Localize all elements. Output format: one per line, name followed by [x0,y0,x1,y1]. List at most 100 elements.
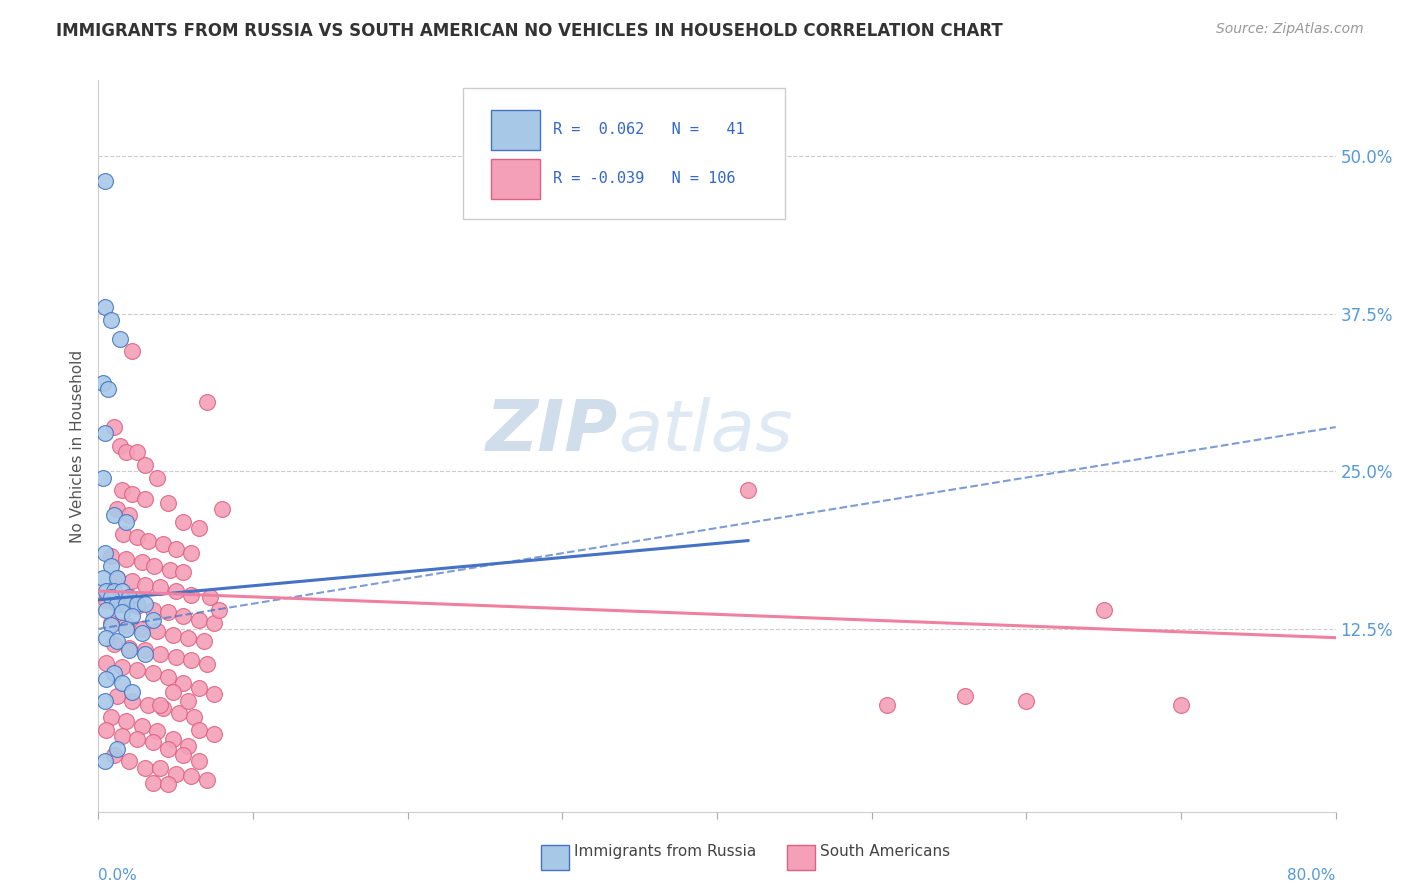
Point [105,502,128,516]
Point [141,775,165,789]
Point [180,546,202,560]
Text: 0.0%: 0.0% [98,869,138,883]
Point [131,555,153,569]
Point [180,653,202,667]
Point [108,332,131,346]
Point [134,761,156,775]
Point [103,584,125,599]
Point [737,483,759,497]
Point [193,634,215,648]
Point [134,578,156,592]
FancyBboxPatch shape [491,159,540,199]
Point [96,603,118,617]
FancyBboxPatch shape [464,87,785,219]
Point [159,563,181,577]
Point [103,747,125,762]
Point [93,426,115,441]
Point [134,643,156,657]
Point [141,603,165,617]
Point [188,754,211,768]
Point [111,606,132,620]
Point [188,681,211,695]
Point [131,719,153,733]
Text: South Americans: South Americans [820,845,950,859]
Text: 80.0%: 80.0% [1288,869,1336,883]
Point [204,688,226,702]
Point [115,622,138,636]
Point [204,615,226,630]
Point [1170,698,1192,712]
Point [93,546,115,560]
Point [115,618,138,632]
Point [121,694,143,708]
Point [111,597,132,611]
Point [103,508,125,523]
Point [121,685,143,699]
Point [118,754,141,768]
Point [91,571,114,585]
Text: atlas: atlas [619,397,793,466]
Point [165,584,187,599]
Point [134,491,156,506]
Text: R =  0.062   N =   41: R = 0.062 N = 41 [553,122,744,136]
Point [188,521,211,535]
FancyBboxPatch shape [491,110,540,150]
Point [115,714,138,728]
Point [127,599,149,614]
Point [188,723,211,737]
Point [127,664,149,678]
Point [121,574,143,588]
Point [100,549,122,563]
Point [105,689,128,703]
Point [105,571,128,585]
Point [111,483,132,497]
Point [127,731,149,746]
Point [195,657,218,672]
Point [131,625,153,640]
Point [93,300,115,314]
Point [127,597,149,611]
Point [111,729,132,743]
Point [141,665,165,680]
Point [157,496,180,510]
Point [108,439,131,453]
Point [111,584,132,599]
Point [195,395,218,409]
Text: Source: ZipAtlas.com: Source: ZipAtlas.com [1216,22,1364,37]
Point [157,741,180,756]
Point [180,769,202,783]
Point [93,754,115,768]
Point [134,458,156,472]
Point [177,631,200,645]
Point [152,537,174,551]
Point [149,698,172,712]
Point [105,597,128,611]
Point [152,701,174,715]
Point [111,676,132,690]
Point [105,571,128,585]
Point [876,698,898,712]
Point [180,588,202,602]
Point [146,624,169,639]
Point [103,637,125,651]
Point [111,659,132,673]
Point [105,634,128,648]
Point [198,591,221,605]
Point [157,670,180,684]
Point [136,533,159,548]
Point [93,694,115,708]
Point [103,420,125,434]
Point [157,606,180,620]
Point [112,527,135,541]
Point [172,676,194,690]
Point [172,747,194,762]
Point [177,739,200,753]
Point [165,767,187,781]
Point [1015,694,1038,708]
Point [149,580,172,594]
Point [172,565,194,579]
Point [149,761,172,775]
Text: ZIP: ZIP [486,397,619,466]
Point [96,656,118,670]
Text: R = -0.039   N = 106: R = -0.039 N = 106 [553,170,735,186]
